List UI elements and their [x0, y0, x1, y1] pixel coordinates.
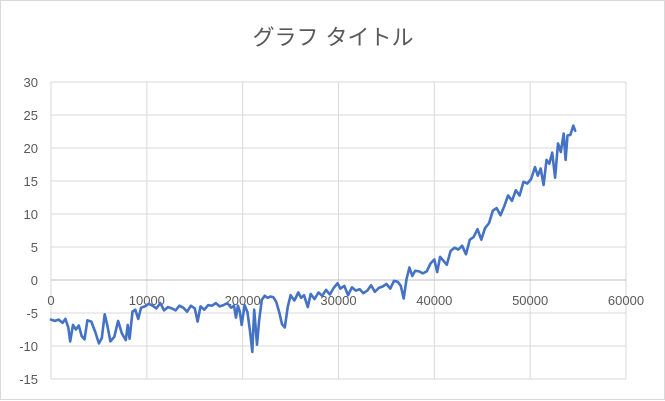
y-tick-label: 5 — [31, 240, 38, 255]
y-tick-label: -15 — [19, 372, 38, 387]
x-tick-label: 40000 — [416, 293, 452, 308]
y-tick-label: 30 — [24, 75, 38, 90]
y-tick-label: 0 — [31, 273, 38, 288]
x-tick-label: 30000 — [320, 293, 356, 308]
series-line — [49, 124, 577, 354]
x-tick-label: 0 — [47, 293, 54, 308]
x-tick-label: 10000 — [129, 293, 165, 308]
x-tick-label: 60000 — [608, 293, 644, 308]
chart-title: グラフ タイトル — [253, 26, 414, 51]
x-tick-label: 20000 — [225, 293, 261, 308]
y-tick-label: -10 — [19, 339, 38, 354]
y-tick-label: 10 — [24, 207, 38, 222]
y-tick-label: 15 — [24, 174, 38, 189]
y-tick-label: 25 — [24, 108, 38, 123]
y-tick-label: -5 — [26, 306, 38, 321]
x-tick-label: 50000 — [512, 293, 548, 308]
y-tick-label: 20 — [24, 141, 38, 156]
